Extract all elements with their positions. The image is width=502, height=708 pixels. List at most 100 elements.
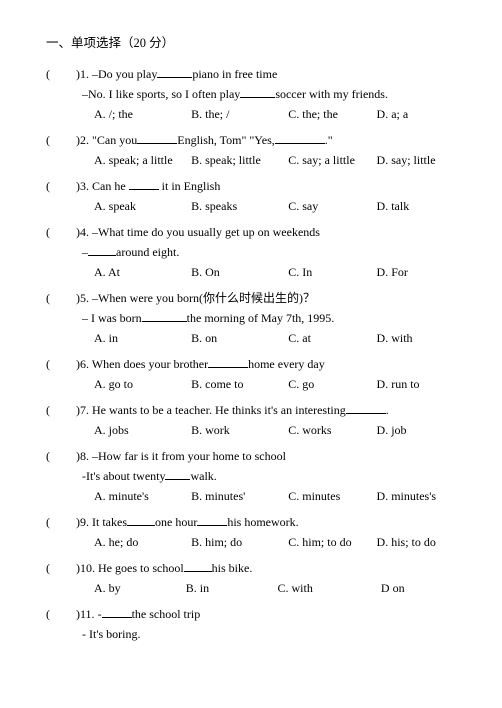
q-part: his homework. [227,515,298,529]
q-part: –Do you play [92,67,157,81]
q-text: )1. –Do you playpiano in free time [76,65,456,83]
q-part: . [386,403,389,417]
opt-d: D. say; little [377,151,456,169]
opt-a: A. he; do [94,533,191,551]
opt-b: B. speak; little [191,151,288,169]
opt-b: B. work [191,421,288,439]
q-part: the morning of May 7th, 1995. [187,311,335,325]
q-num: )7. [76,403,89,417]
opt-d: D. talk [377,197,456,215]
blank [157,66,192,78]
blank [142,310,187,322]
options: A. by B. in C. with D on [46,579,456,597]
opt-b: B. the; / [191,105,288,123]
opt-d: D. a; a [377,105,456,123]
q-text: )10. He goes to schoolhis bike. [76,559,456,577]
paren: ( [46,289,76,307]
question-1: ( )1. –Do you playpiano in free time –No… [46,65,456,123]
opt-c: C. at [288,329,376,347]
blank [88,244,116,256]
opt-d: D. his; to do [377,533,456,551]
opt-c: C. say [288,197,376,215]
opt-c: C. say; a little [288,151,376,169]
q-part: English, Tom" "Yes, [177,133,275,147]
opt-d: D on [361,579,456,597]
q-part: soccer with my friends. [275,87,388,101]
question-3: ( )3. Can he it in English A. speak B. s… [46,177,456,215]
paren: ( [46,401,76,419]
q-part: around eight. [116,245,179,259]
opt-a: A. speak [94,197,191,215]
sub-line: –No. I like sports, so I often play socce… [46,85,456,103]
opt-d: D. run to [377,375,456,393]
opt-b: B. minutes' [191,487,288,505]
blank [275,132,325,144]
question-2: ( )2. "Can youEnglish, Tom" "Yes,." A. s… [46,131,456,169]
blank [208,356,248,368]
q-text: )9. It takesone hourhis homework. [76,513,456,531]
question-8: ( )8. –How far is it from your home to s… [46,447,456,505]
q-part: the school trip [132,607,201,621]
q-num: )3. [76,179,89,193]
q-num: )4. [76,225,89,239]
opt-d: D. For [377,263,456,281]
q-text: )7. He wants to be a teacher. He thinks … [76,401,456,419]
q-part: one hour [155,515,197,529]
opt-a: A. minute's [94,487,191,505]
blank [129,178,159,190]
options: A. speak; a little B. speak; little C. s… [46,151,456,169]
opt-c: C. the; the [288,105,376,123]
paren: ( [46,223,76,241]
q-text: )5. –When were you born(你什么时候出生的)？ [76,289,456,307]
q-part: It takes [92,515,127,529]
q-part: – I was born [82,311,142,325]
opt-c: C. go [288,375,376,393]
sub-line: -It's about twentywalk. [46,467,456,485]
options: A. /; the B. the; / C. the; the D. a; a [46,105,456,123]
opt-a: A. go to [94,375,191,393]
opt-a: A. by [94,579,186,597]
blank [102,606,132,618]
q-num: )11. [76,607,95,621]
blank [346,402,386,414]
options: A. in B. on C. at D. with [46,329,456,347]
question-10: ( )10. He goes to schoolhis bike. A. by … [46,559,456,597]
q-text: )3. Can he it in English [76,177,456,195]
options: A. speak B. speaks C. say D. talk [46,197,456,215]
opt-a: A. jobs [94,421,191,439]
q-part: ." [325,133,333,147]
q-part: Can he [92,179,129,193]
opt-b: B. him; do [191,533,288,551]
opt-a: A. At [94,263,191,281]
q-text: )8. –How far is it from your home to sch… [76,447,456,465]
q-part: –No. I like sports, so I often play [82,87,240,101]
q-text: )6. When does your brotherhome every day [76,355,456,373]
question-5: ( )5. –When were you born(你什么时候出生的)？ – I… [46,289,456,347]
options: A. At B. On C. In D. For [46,263,456,281]
question-11: ( )11. -the school trip - It's boring. [46,605,456,643]
section-title: 一、单项选择（20 分） [46,34,456,53]
options: A. he; do B. him; do C. him; to do D. hi… [46,533,456,551]
opt-b: B. come to [191,375,288,393]
question-6: ( )6. When does your brotherhome every d… [46,355,456,393]
paren: ( [46,65,76,83]
paren: ( [46,131,76,149]
q-part: –How far is it from your home to school [92,449,286,463]
question-9: ( )9. It takesone hourhis homework. A. h… [46,513,456,551]
q-part: - It's boring. [82,627,141,641]
opt-b: B. in [186,579,278,597]
options: A. jobs B. work C. works D. job [46,421,456,439]
q-part: –What time do you usually get up on week… [92,225,320,239]
blank [184,560,212,572]
opt-c: C. him; to do [288,533,376,551]
paren: ( [46,559,76,577]
opt-a: A. in [94,329,191,347]
blank [127,514,155,526]
q-num: )8. [76,449,89,463]
paren: ( [46,355,76,373]
q-part: -It's about twenty [82,469,165,483]
opt-d: D. minutes's [377,487,456,505]
q-num: )5. [76,291,89,305]
blank [197,514,227,526]
q-part: his bike. [212,561,253,575]
